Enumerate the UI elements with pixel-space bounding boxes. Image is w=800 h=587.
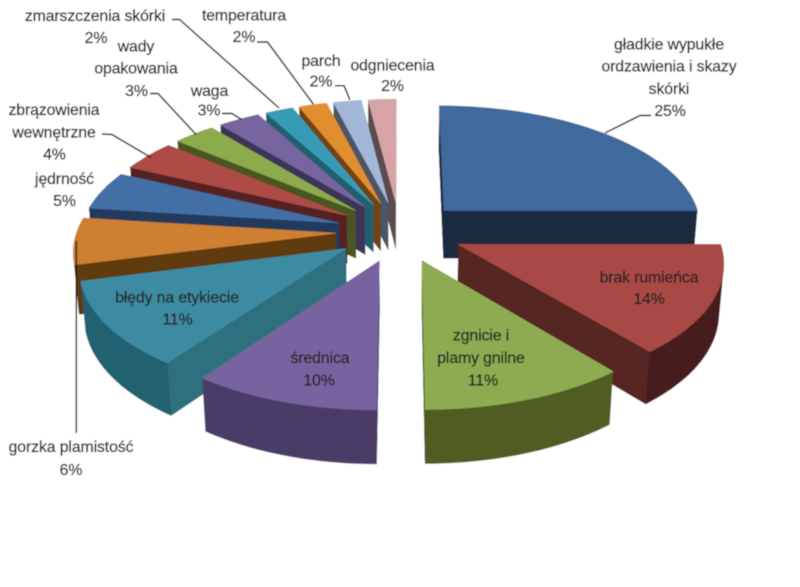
svg-text:wady: wady [117, 38, 155, 55]
svg-text:waga: waga [190, 83, 229, 100]
svg-text:brak rumieńca: brak rumieńca [600, 269, 699, 286]
svg-text:3%: 3% [198, 103, 221, 120]
svg-text:10%: 10% [303, 373, 334, 390]
svg-text:14%: 14% [633, 291, 664, 308]
svg-text:jędrność: jędrność [34, 171, 94, 188]
svg-text:6%: 6% [60, 462, 83, 479]
svg-text:średnica: średnica [291, 350, 350, 367]
svg-text:zmarszczenia skórki: zmarszczenia skórki [25, 8, 165, 25]
svg-text:temperatura: temperatura [202, 8, 286, 25]
svg-text:3%: 3% [125, 83, 148, 100]
svg-text:gładkie wypukłe: gładkie wypukłe [614, 36, 724, 53]
svg-text:2%: 2% [310, 74, 333, 91]
svg-text:gorzka plamistość: gorzka plamistość [9, 439, 134, 456]
svg-text:4%: 4% [43, 147, 66, 164]
svg-text:5%: 5% [53, 193, 76, 210]
svg-text:zbrązowienia: zbrązowienia [9, 102, 100, 119]
svg-text:odgniecenia: odgniecenia [350, 58, 434, 75]
svg-text:25%: 25% [654, 103, 685, 120]
svg-text:2%: 2% [233, 29, 256, 46]
svg-text:11%: 11% [468, 373, 498, 390]
svg-text:błędy na etykiecie: błędy na etykiecie [115, 289, 239, 306]
svg-text:11%: 11% [162, 312, 192, 329]
svg-text:opakowania: opakowania [94, 61, 178, 78]
svg-text:skórki: skórki [649, 81, 690, 98]
svg-text:2%: 2% [381, 78, 404, 95]
svg-text:plamy gnilne: plamy gnilne [437, 350, 525, 367]
svg-text:wewnętrzne: wewnętrzne [11, 125, 96, 142]
svg-text:2%: 2% [85, 30, 108, 47]
svg-text:zgnicie i: zgnicie i [453, 328, 509, 345]
svg-text:ordzawienia i skazy: ordzawienia i skazy [601, 59, 736, 76]
svg-text:parch: parch [301, 53, 340, 70]
